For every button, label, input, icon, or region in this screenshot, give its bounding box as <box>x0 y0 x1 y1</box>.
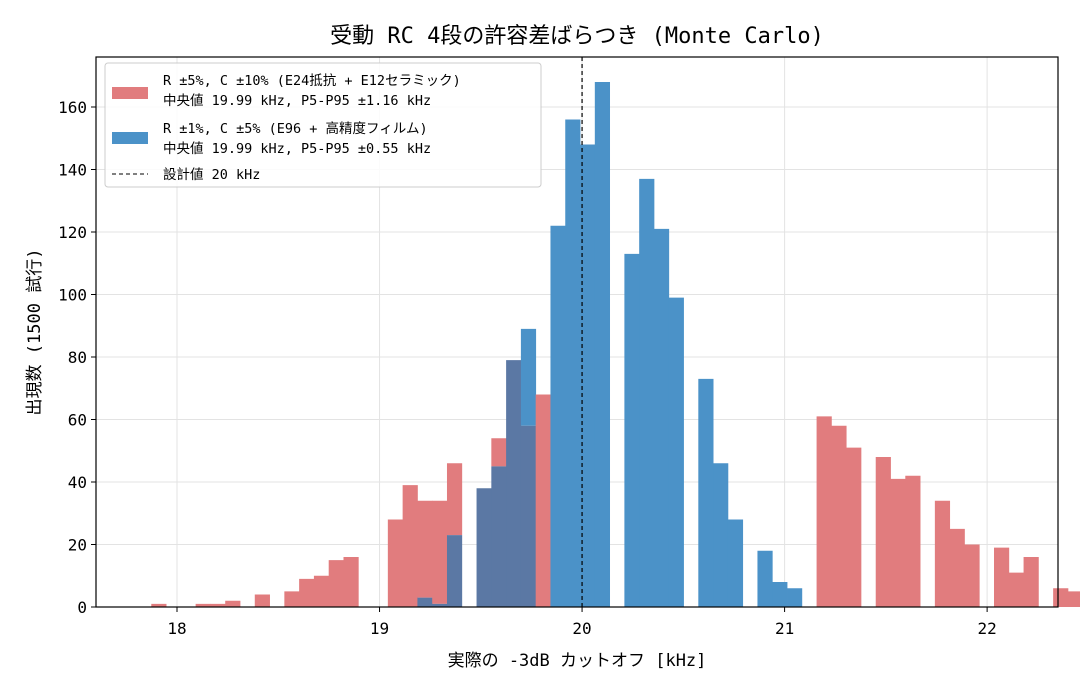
bar-series-1 <box>964 544 980 607</box>
bar-series-1 <box>417 500 433 598</box>
bar-series-2 <box>727 519 744 607</box>
bar-series-1 <box>432 500 448 604</box>
bar-series-1 <box>402 485 418 607</box>
bar-series-1 <box>890 478 906 607</box>
bar-series-1 <box>210 603 226 607</box>
bar-series-1 <box>1023 557 1039 607</box>
bar-series-1 <box>195 603 211 607</box>
bar-overlap <box>432 603 448 607</box>
bar-series-1 <box>151 603 167 607</box>
bar-series-1 <box>299 578 315 607</box>
bar-series-2 <box>787 588 803 607</box>
y-tick-label: 120 <box>58 223 87 242</box>
legend-label-series-1: R ±5%, C ±10% (E24抵抗 + E12セラミック) <box>163 73 461 89</box>
bar-overlap <box>417 597 433 607</box>
bar-series-1 <box>491 438 507 467</box>
bar-overlap <box>520 425 537 607</box>
x-tick-label: 22 <box>977 619 996 638</box>
x-tick-label: 18 <box>167 619 186 638</box>
bar-series-2 <box>565 119 581 607</box>
bar-series-1 <box>284 591 300 607</box>
legend-stats-series-1: 中央値 19.99 kHz, P5-P95 ±1.16 kHz <box>163 93 431 109</box>
legend-label-series-2: R ±1%, C ±5% (E96 + 高精度フィルム) <box>163 120 428 137</box>
legend-box <box>104 62 542 188</box>
bar-series-2 <box>594 82 611 607</box>
bar-series-1 <box>225 600 241 607</box>
bar-series-1 <box>387 519 404 607</box>
bar-series-2 <box>698 378 714 607</box>
bar-series-2 <box>580 144 596 607</box>
bar-series-1 <box>1067 591 1080 607</box>
plot-frame <box>95 56 1059 608</box>
bar-series-2 <box>639 178 655 607</box>
bar-series-2 <box>550 225 566 607</box>
x-axis-ticks: 18 19 20 21 22 <box>167 607 997 638</box>
bar-series-2 <box>757 550 773 607</box>
bar-series-1 <box>1008 572 1024 607</box>
bar-series-2 <box>624 253 640 607</box>
bar-series-1 <box>934 500 951 607</box>
bar-overlap <box>476 488 492 607</box>
bar-series-1 <box>535 394 551 607</box>
x-tick-label: 20 <box>572 619 591 638</box>
bar-series-2 <box>520 328 537 426</box>
bar-series-1 <box>328 560 344 607</box>
bar-overlap <box>506 360 522 607</box>
bar-series-2 <box>668 297 684 607</box>
bar-series-2 <box>653 228 670 607</box>
y-tick-label: 160 <box>58 98 87 117</box>
x-tick-label: 21 <box>775 619 794 638</box>
y-tick-label: 80 <box>68 348 87 367</box>
y-tick-label: 60 <box>68 411 87 430</box>
legend-swatch-series-2 <box>112 132 148 144</box>
legend-swatch-series-1 <box>112 87 148 99</box>
y-axis-ticks: 0 20 40 60 80 100 120 140 160 <box>58 98 96 617</box>
bar-series-2 <box>772 582 788 607</box>
bar-series-2 <box>713 463 729 607</box>
bar-series-1 <box>446 463 463 536</box>
bar-series-1 <box>1053 588 1069 607</box>
bar-series-1 <box>949 528 965 607</box>
y-tick-label: 40 <box>68 473 87 492</box>
bar-series-1 <box>343 557 359 607</box>
y-tick-label: 100 <box>58 286 87 305</box>
y-tick-label: 0 <box>77 598 87 617</box>
legend-stats-series-2: 中央値 19.99 kHz, P5-P95 ±0.55 kHz <box>163 141 431 157</box>
bar-series-1 <box>905 475 921 607</box>
bar-series-1 <box>816 416 832 607</box>
y-tick-label: 140 <box>58 161 87 180</box>
x-axis-label: 実際の -3dB カットオフ [kHz] <box>448 651 707 671</box>
bar-series-1 <box>313 575 330 607</box>
x-tick-label: 19 <box>370 619 389 638</box>
bar-overlap <box>446 535 463 607</box>
y-axis-label: 出現数 (1500 試行) <box>25 249 45 416</box>
bar-series-1 <box>254 594 270 607</box>
bar-series-1 <box>994 547 1010 607</box>
legend: R ±5%, C ±10% (E24抵抗 + E12セラミック) 中央値 19.… <box>104 62 542 188</box>
bar-series-1 <box>846 447 862 607</box>
legend-label-reference-line: 設計値 20 kHz <box>163 167 260 183</box>
bar-series-1 <box>831 425 847 607</box>
chart-title: 受動 RC 4段の許容差ばらつき (Monte Carlo) <box>330 24 824 49</box>
histogram-bars <box>151 82 1080 607</box>
bar-series-1 <box>875 457 891 607</box>
bar-overlap <box>491 466 507 607</box>
y-tick-label: 20 <box>68 536 87 555</box>
